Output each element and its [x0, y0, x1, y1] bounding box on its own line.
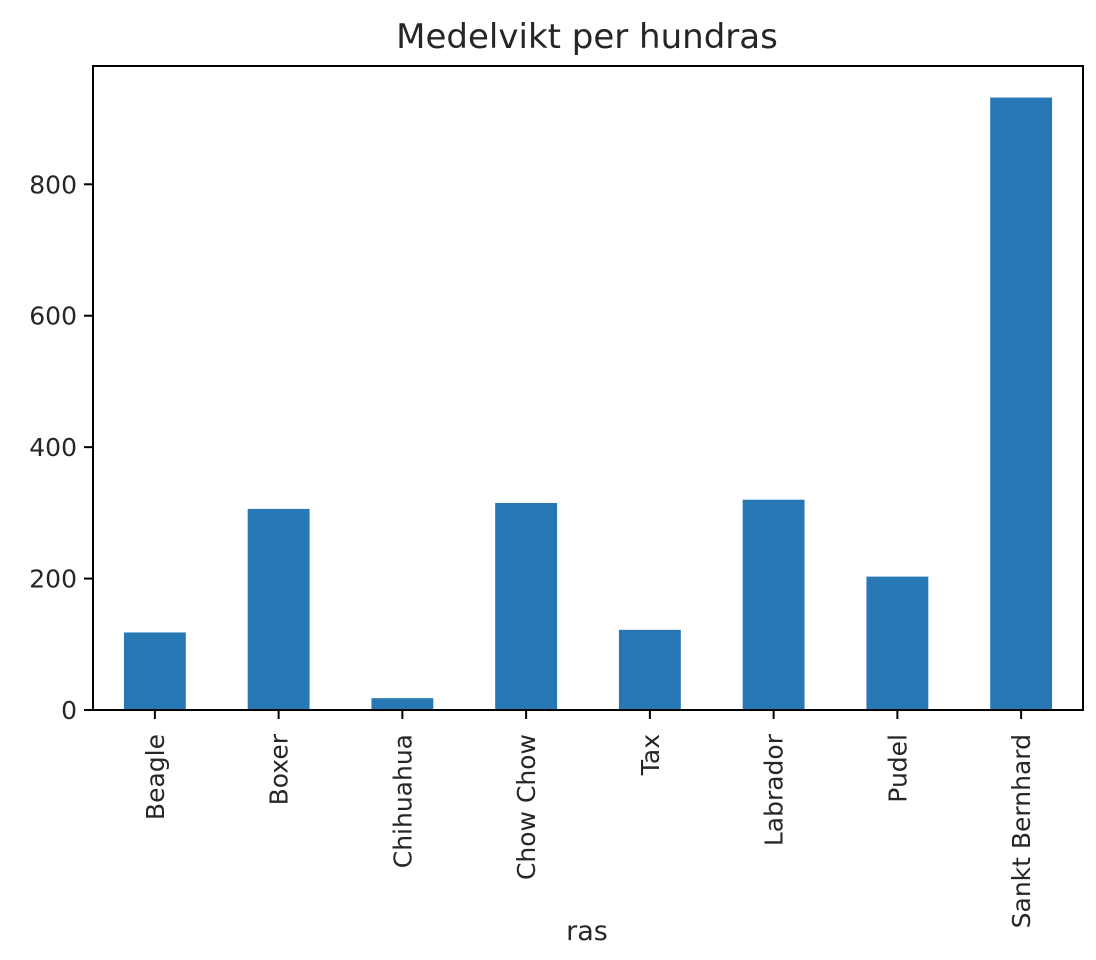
y-tick-label: 400 — [29, 433, 77, 462]
chart-title: Medelvikt per hundras — [396, 17, 778, 57]
x-tick-label: Chihuahua — [388, 734, 417, 868]
x-axis: Beagle Boxer Chihuahua Chow Chow Tax Labrador… — [141, 710, 1036, 928]
x-axis-label: ras — [566, 916, 608, 947]
x-tick-label: Pudel — [883, 734, 912, 803]
bar-sankt-bernhard — [990, 97, 1053, 711]
x-tick-label: Tax — [636, 734, 665, 776]
bar-labrador — [742, 499, 805, 710]
bar-chow-chow — [495, 503, 558, 710]
bar-chihuahua — [371, 698, 434, 710]
bar-pudel — [866, 576, 929, 710]
x-tick-label: Beagle — [141, 734, 170, 820]
plot-area — [123, 97, 1053, 711]
y-axis: 0 200 400 600 800 — [29, 170, 93, 725]
bar-beagle — [123, 632, 186, 710]
y-tick-label: 0 — [61, 696, 77, 725]
x-tick-label: Sankt Bernhard — [1007, 734, 1036, 928]
x-tick-label: Boxer — [265, 733, 294, 805]
bar-boxer — [247, 508, 310, 710]
x-tick-label: Labrador — [760, 733, 789, 846]
y-tick-label: 800 — [29, 170, 77, 199]
plot-frame — [92, 65, 1084, 711]
y-tick-label: 600 — [29, 302, 77, 331]
x-tick-label: Chow Chow — [512, 734, 541, 880]
y-tick-label: 200 — [29, 565, 77, 594]
bar-tax — [618, 629, 681, 710]
